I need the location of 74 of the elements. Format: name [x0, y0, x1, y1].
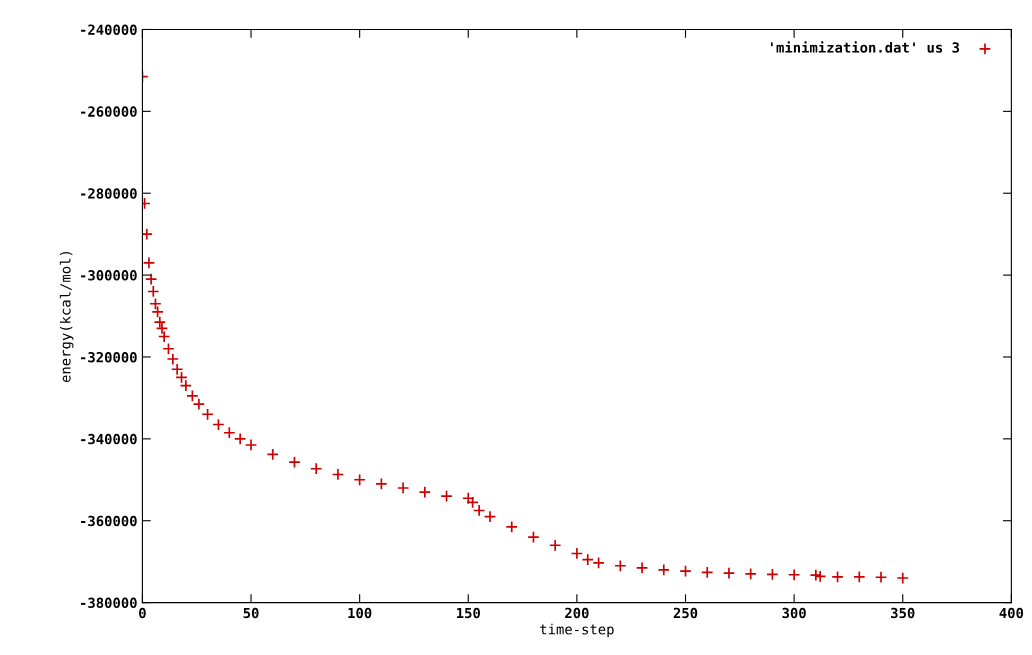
point	[896, 571, 909, 585]
point	[147, 285, 160, 298]
point	[223, 426, 236, 439]
point	[353, 473, 366, 487]
point	[462, 491, 475, 505]
point	[212, 418, 225, 431]
y-tick-label: -380000	[81, 597, 137, 609]
point	[722, 566, 736, 580]
point	[396, 481, 410, 495]
point	[418, 485, 432, 499]
point	[787, 568, 801, 581]
point	[614, 559, 627, 572]
point	[701, 566, 714, 579]
point	[142, 227, 153, 241]
point	[201, 408, 214, 421]
x-tick-label: 100	[348, 607, 372, 619]
x-tick-label: 250	[673, 607, 698, 619]
x-tick-label: 50	[243, 607, 259, 619]
point	[244, 438, 258, 452]
y-tick-label: -300000	[81, 270, 137, 281]
point	[157, 330, 171, 343]
point	[527, 530, 540, 544]
point	[657, 563, 670, 577]
y-axis-title: energy(kcal/mol)	[59, 252, 74, 383]
point	[874, 571, 888, 584]
point	[186, 389, 199, 403]
point	[375, 477, 388, 491]
point	[155, 322, 169, 335]
point	[853, 570, 866, 584]
x-tick-label: 0	[139, 607, 146, 619]
point	[309, 462, 323, 475]
point	[151, 305, 164, 319]
point	[192, 397, 206, 411]
y-tick-label: -240000	[81, 24, 137, 35]
point	[153, 315, 167, 329]
point	[288, 455, 301, 469]
legend-label: 'minimization.dat' us 3	[770, 41, 960, 53]
point	[831, 570, 844, 584]
point	[766, 568, 779, 581]
x-tick-label: 200	[565, 607, 589, 619]
y-tick-label: -260000	[81, 106, 137, 117]
point	[505, 520, 518, 534]
x-tick-label: 300	[782, 607, 806, 619]
y-tick-label: -340000	[81, 433, 137, 445]
point	[548, 539, 562, 552]
point	[570, 547, 584, 560]
point	[744, 567, 757, 581]
y-tick-label: -320000	[81, 351, 137, 363]
point	[175, 371, 188, 384]
point	[162, 342, 175, 356]
point	[581, 553, 594, 566]
point	[472, 504, 486, 517]
x-tick-label: 350	[891, 607, 915, 619]
x-tick-label: 400	[999, 607, 1024, 619]
point	[149, 297, 162, 310]
x-tick-label: 150	[457, 607, 480, 619]
point	[166, 352, 180, 366]
point	[440, 489, 453, 503]
point	[144, 272, 158, 286]
point	[179, 379, 193, 392]
y-tick-label: -360000	[81, 515, 137, 527]
point	[170, 363, 184, 376]
point	[142, 256, 156, 270]
point	[466, 496, 479, 509]
point	[679, 564, 692, 578]
point	[635, 561, 649, 575]
point	[592, 556, 605, 570]
point	[266, 448, 279, 461]
point	[233, 432, 247, 446]
point	[483, 510, 497, 523]
point	[331, 468, 345, 481]
y-tick-label: -280000	[81, 188, 137, 199]
x-axis-title: time-step	[540, 623, 614, 638]
point	[813, 570, 827, 583]
